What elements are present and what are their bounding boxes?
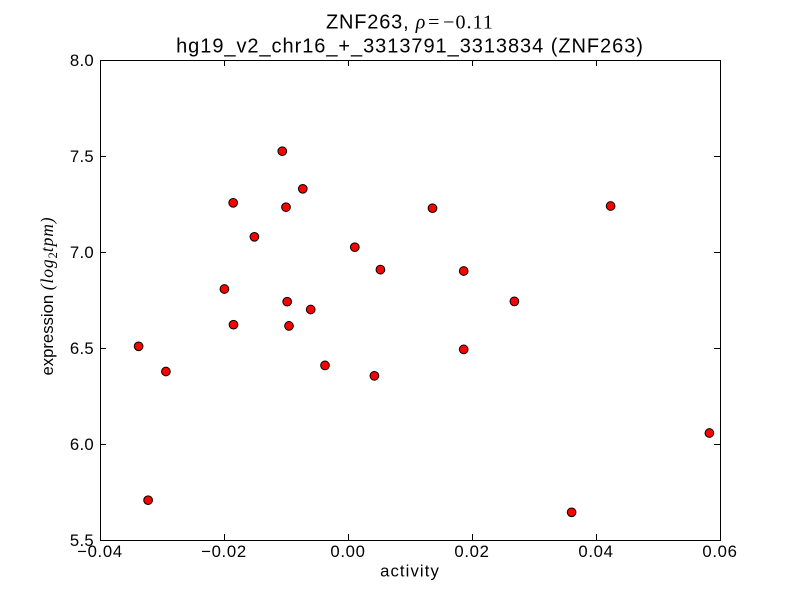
svg-text:7.0: 7.0 <box>70 243 94 262</box>
svg-text:5.5: 5.5 <box>70 531 94 550</box>
svg-text:0.00: 0.00 <box>330 542 365 561</box>
svg-text:8.0: 8.0 <box>70 51 94 70</box>
svg-text:6.0: 6.0 <box>70 435 94 454</box>
svg-text:activity: activity <box>380 562 440 581</box>
svg-text:expression (log2tpm): expression (log2tpm) <box>37 216 60 375</box>
svg-text:6.5: 6.5 <box>70 339 94 358</box>
svg-text:ZNF263, ρ = −0.11: ZNF263, ρ = −0.11 <box>326 12 494 34</box>
svg-text:−0.04: −0.04 <box>77 542 123 561</box>
svg-text:7.5: 7.5 <box>70 147 94 166</box>
svg-text:hg19_v2_chr16_+_3313791_331383: hg19_v2_chr16_+_3313791_3313834 (ZNF263) <box>176 36 644 58</box>
svg-text:0.02: 0.02 <box>454 542 489 561</box>
svg-text:−0.02: −0.02 <box>201 542 247 561</box>
svg-text:0.06: 0.06 <box>702 542 737 561</box>
svg-text:0.04: 0.04 <box>578 542 613 561</box>
